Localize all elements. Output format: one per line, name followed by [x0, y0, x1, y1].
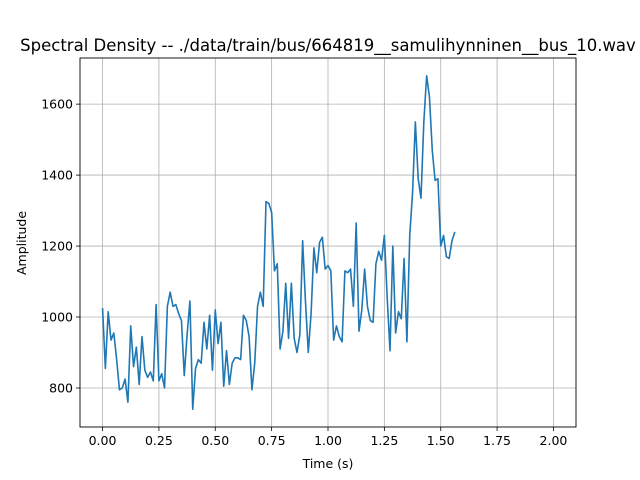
y-tick-label: 1200 [41, 239, 73, 254]
x-tick-label: 1.50 [427, 433, 455, 448]
x-tick-label: 0.50 [201, 433, 229, 448]
x-tick-label: 1.25 [370, 433, 398, 448]
x-tick-label: 2.00 [540, 433, 568, 448]
x-axis-label: Time (s) [302, 456, 354, 471]
y-axis-ticks: 800 1000 1200 1400 1600 [41, 97, 80, 395]
y-tick-label: 1400 [41, 168, 73, 183]
chart-title: Spectral Density -- ./data/train/bus/664… [20, 36, 636, 56]
x-tick-label: 0.75 [258, 433, 286, 448]
y-tick-label: 1000 [41, 310, 73, 325]
x-axis-ticks: 0.00 0.25 0.50 0.75 1.00 1.25 1.50 1.75 2.00 [89, 427, 568, 448]
x-tick-label: 0.25 [145, 433, 173, 448]
series-layer [101, 74, 456, 411]
series-line [101, 74, 456, 411]
y-axis-label: Amplitude [14, 211, 29, 275]
x-tick-label: 1.75 [483, 433, 511, 448]
grid-lines [80, 58, 576, 427]
y-tick-label: 1600 [41, 97, 73, 112]
x-tick-label: 0.00 [89, 433, 117, 448]
x-tick-label: 1.00 [314, 433, 342, 448]
y-tick-label: 800 [49, 380, 73, 395]
